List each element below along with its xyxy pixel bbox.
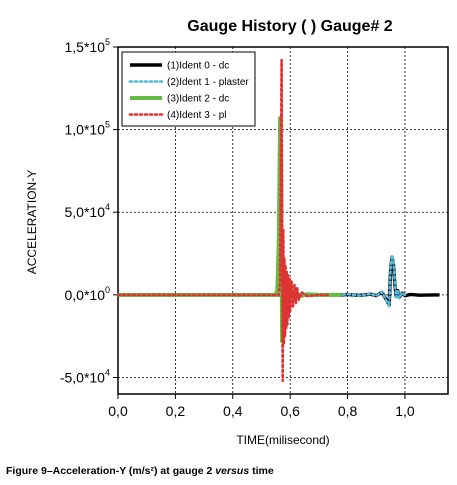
legend-entry: (3)Ident 2 - dc xyxy=(167,94,229,105)
x-tick-label: 0,8 xyxy=(338,403,358,419)
y-tick-label: 5,0*104 xyxy=(65,202,111,220)
y-tick-label: 1,0*105 xyxy=(65,120,111,138)
legend: (1)Ident 0 - dc (2)Ident 1 - plaster (3)Id… xyxy=(121,51,256,127)
figure-caption: Figure 9–Acceleration-Y (m/s²) at gauge … xyxy=(6,465,274,477)
chart: Gauge History ( ) Gauge# 2 0,0 0,2 0,4 0,6 0… xyxy=(25,18,449,447)
series-line xyxy=(118,116,342,344)
x-tick-label: 0,0 xyxy=(108,403,128,419)
caption-prefix: Figure 9–Acceleration-Y (m/s²) at gauge … xyxy=(6,465,216,477)
legend-entry: (4)Ident 3 - pl xyxy=(167,110,226,121)
caption-emphasis: versus xyxy=(215,465,250,477)
y-tick-label: 1,5*105 xyxy=(65,37,111,55)
series-line xyxy=(116,58,332,383)
x-tick-label: 0,6 xyxy=(280,403,300,419)
series-line xyxy=(116,253,407,308)
axis-ticks: 0,0 0,2 0,4 0,6 0,8 1,0 -5,0*104 0,0*100 5,0*104… xyxy=(60,37,415,419)
x-axis-label: TIME(milisecond) xyxy=(236,433,329,447)
series-layer xyxy=(116,58,440,383)
legend-entry: (1)Ident 0 - dc xyxy=(167,61,229,72)
plot-frame xyxy=(117,46,449,395)
chart-title: Gauge History ( ) Gauge# 2 xyxy=(187,18,392,35)
y-tick-label: 0,0*100 xyxy=(65,285,111,303)
y-tick-label: -5,0*104 xyxy=(60,367,110,385)
x-tick-label: 0,4 xyxy=(223,403,243,419)
y-axis-label: ACCELERATION-Y xyxy=(25,170,39,274)
x-tick-label: 1,0 xyxy=(395,403,415,419)
caption-suffix: time xyxy=(249,465,274,477)
x-tick-label: 0,2 xyxy=(166,403,186,419)
legend-entry: (2)Ident 1 - plaster xyxy=(167,77,249,88)
